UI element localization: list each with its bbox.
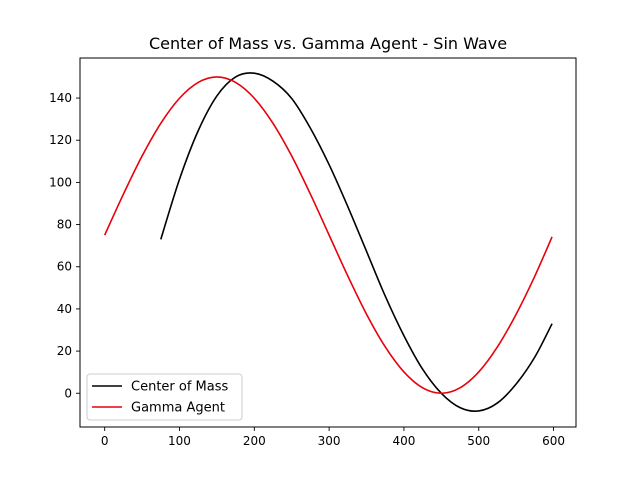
y-axis: 0 20 40 60 80 100 120 140 xyxy=(49,91,80,400)
x-tick-label: 600 xyxy=(542,434,565,448)
x-tick-label: 400 xyxy=(392,434,415,448)
y-tick-label: 20 xyxy=(57,344,72,358)
legend-label-1: Center of Mass xyxy=(131,380,229,395)
x-tick-label: 500 xyxy=(467,434,490,448)
plot-lines xyxy=(103,72,553,412)
y-tick-label: 80 xyxy=(57,218,72,232)
x-tick-label: 300 xyxy=(318,434,341,448)
x-tick-label: 100 xyxy=(168,434,191,448)
y-tick-label: 100 xyxy=(49,175,72,189)
y-tick-label: 40 xyxy=(57,302,72,316)
legend-box xyxy=(86,373,243,421)
y-tick-label: 60 xyxy=(57,260,72,274)
series-line-2 xyxy=(103,76,553,395)
plot-area-frame xyxy=(79,57,577,428)
series-line-1 xyxy=(160,72,553,412)
x-tick-label: 200 xyxy=(243,434,266,448)
x-tick-label: 0 xyxy=(101,434,109,448)
legend: Center of Mass Gamma Agent xyxy=(86,373,243,421)
y-tick-label: 140 xyxy=(49,91,72,105)
y-tick-label: 0 xyxy=(64,386,72,400)
y-tick-label: 120 xyxy=(49,133,72,147)
chart-title: Center of Mass vs. Gamma Agent - Sin Wav… xyxy=(149,34,507,53)
legend-label-2: Gamma Agent xyxy=(131,401,225,416)
x-axis: 0 100 200 300 400 500 600 xyxy=(101,427,565,448)
